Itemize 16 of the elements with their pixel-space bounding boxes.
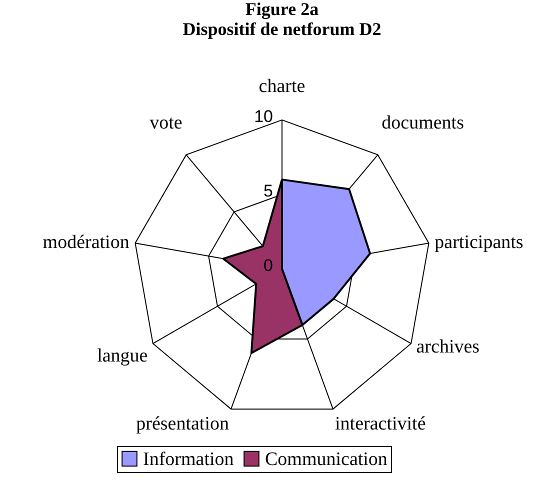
spoke-label: documents: [382, 112, 464, 134]
spoke-label: présentation: [136, 414, 230, 435]
y-tick-label: 0: [264, 256, 273, 275]
chart-subtitle: Dispositif de netforum D2: [182, 18, 382, 39]
spoke-label: participants: [434, 232, 524, 254]
chart-title: Figure 2a: [245, 0, 319, 19]
legend-label: Information: [143, 448, 234, 470]
spoke-label: archives: [416, 336, 480, 358]
spoke-label: langue: [97, 346, 148, 367]
y-tick-label: 10: [254, 106, 273, 126]
spoke-label: vote: [150, 112, 182, 134]
spoke-label: charte: [258, 76, 306, 97]
spoke-label: modération: [42, 232, 130, 254]
spoke-label: interactivité: [335, 414, 426, 435]
y-tick-label: 5: [264, 181, 273, 200]
legend-label: Communication: [265, 448, 388, 470]
